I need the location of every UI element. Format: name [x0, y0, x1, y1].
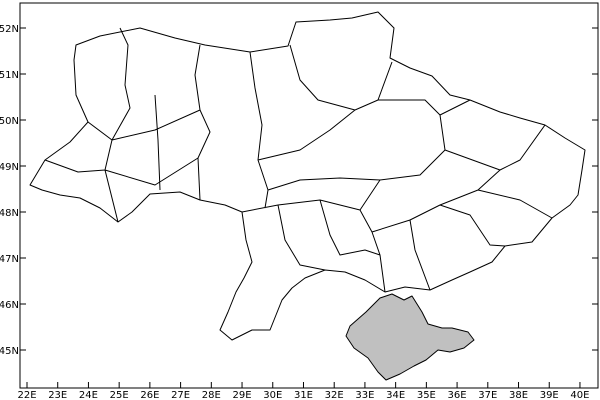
x-tick-label: 30E [263, 390, 282, 400]
frame [19, 2, 599, 389]
y-tick-label: 51N [0, 70, 19, 81]
y-tick-label: 48N [0, 208, 19, 219]
x-tick-label: 25E [110, 390, 129, 400]
x-tick-label: 34E [386, 390, 405, 400]
y-tick-label: 46N [0, 300, 19, 311]
x-tick-label: 39E [540, 390, 559, 400]
x-tick-label: 32E [325, 390, 344, 400]
y-tick-label: 47N [0, 254, 19, 265]
y-tick-label: 52N [0, 24, 19, 35]
y-tick-label: 45N [0, 346, 19, 357]
crimea-region [345, 293, 475, 381]
y-tick-label: 50N [0, 116, 19, 127]
x-tick-label: 31E [294, 390, 313, 400]
y-tick-label: 49N [0, 162, 19, 173]
x-tick-label: 35E [417, 390, 436, 400]
oblast-boundaries [44, 27, 553, 293]
x-tick-label: 24E [79, 390, 98, 400]
x-tick-label: 36E [448, 390, 467, 400]
x-tick-label: 38E [509, 390, 528, 400]
x-tick-label: 40E [570, 390, 589, 400]
x-tick-label: 27E [171, 390, 190, 400]
x-tick-label: 28E [202, 390, 221, 400]
x-tick-label: 22E [17, 390, 36, 400]
x-tick-label: 37E [478, 390, 497, 400]
x-tick-label: 23E [48, 390, 67, 400]
x-tick-label: 33E [355, 390, 374, 400]
x-tick-label: 29E [233, 390, 252, 400]
x-tick-label: 26E [140, 390, 159, 400]
country-outline [29, 11, 586, 341]
